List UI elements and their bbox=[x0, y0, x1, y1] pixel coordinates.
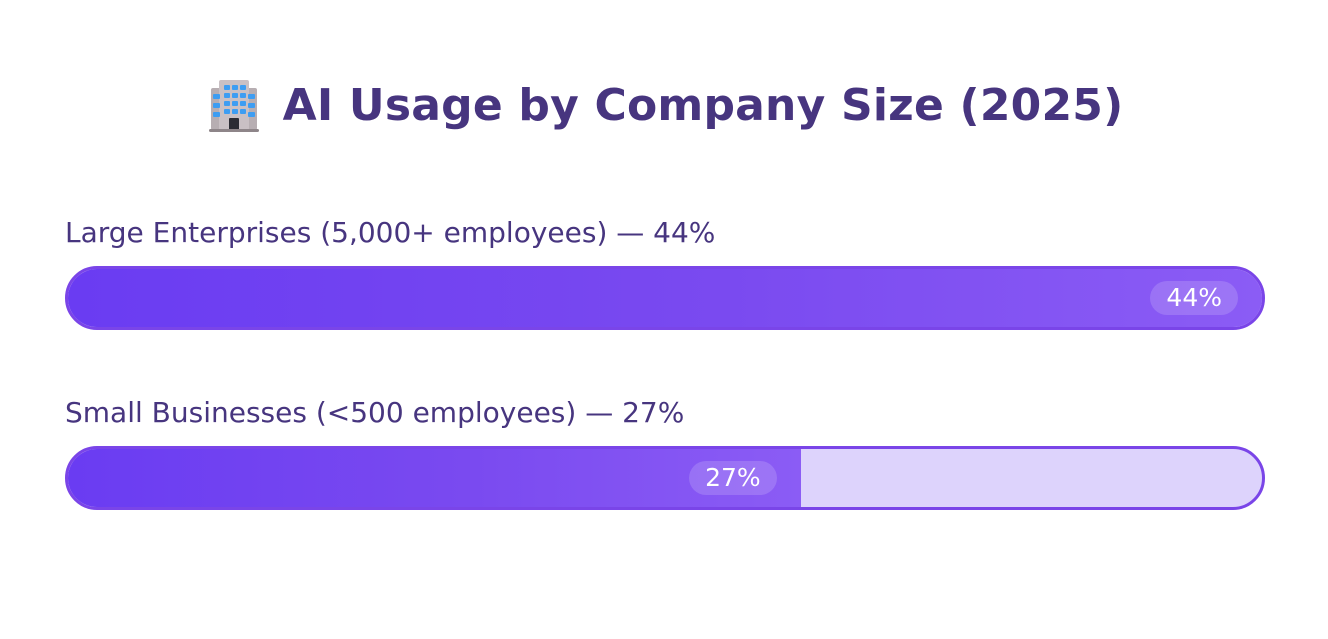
bar-small-businesses bbox=[68, 449, 801, 507]
bar-track: 27% bbox=[65, 446, 1265, 510]
chart-header: AI Usage by Company Size (2025) bbox=[0, 72, 1328, 138]
bar-group-small-businesses: Small Businesses (<500 employees) — 27% … bbox=[65, 396, 1265, 510]
bar-category-label: Large Enterprises (5,000+ employees) — 4… bbox=[65, 216, 716, 249]
bar-value-label: 44% bbox=[1150, 281, 1238, 315]
bar-group-large-enterprises: Large Enterprises (5,000+ employees) — 4… bbox=[65, 216, 1265, 330]
chart-title: AI Usage by Company Size (2025) bbox=[282, 79, 1124, 131]
office-building-icon bbox=[208, 80, 259, 132]
bar-value-label: 27% bbox=[689, 461, 777, 495]
bar-track: 44% bbox=[65, 266, 1265, 330]
bar-large-enterprises bbox=[68, 269, 1262, 327]
bar-category-label: Small Businesses (<500 employees) — 27% bbox=[65, 396, 685, 429]
